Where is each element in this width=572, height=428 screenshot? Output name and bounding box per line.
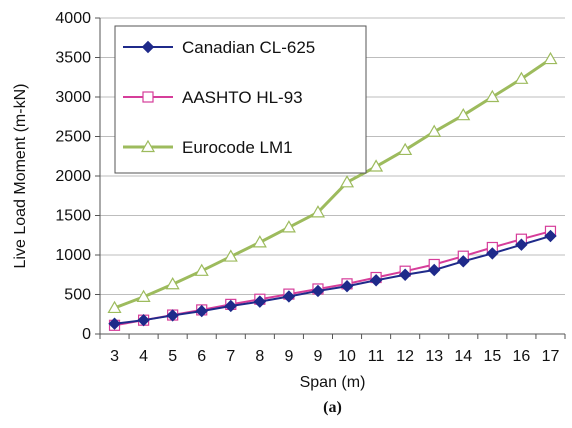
x-tick-label: 4 xyxy=(139,348,148,365)
y-axis-ticks: 0 500 1000 1500 2000 2500 3000 3500 4000 xyxy=(55,10,100,343)
data-point xyxy=(142,91,154,103)
y-tick-label: 4000 xyxy=(55,10,91,27)
x-tick-label: 8 xyxy=(255,348,264,365)
x-tick-label: 9 xyxy=(314,348,323,365)
data-point xyxy=(140,139,156,153)
legend-label: AASHTO HL-93 xyxy=(182,88,303,107)
data-point xyxy=(456,107,471,121)
data-point xyxy=(194,263,209,276)
x-tick-label: 16 xyxy=(513,348,531,365)
data-point xyxy=(166,309,179,322)
data-point xyxy=(486,247,499,260)
data-point xyxy=(136,289,151,302)
y-tick-label: 2500 xyxy=(55,129,91,146)
data-point xyxy=(398,268,412,281)
data-point xyxy=(282,290,296,303)
y-tick-label: 1500 xyxy=(55,208,91,225)
series-line xyxy=(114,230,551,327)
series-layer xyxy=(107,51,558,331)
data-point xyxy=(514,71,529,84)
data-point xyxy=(340,279,354,293)
figure-caption: (a) xyxy=(323,399,342,416)
y-axis-title: Live Load Moment (m-kN) xyxy=(12,84,29,269)
series-0 xyxy=(108,229,557,330)
data-point xyxy=(107,300,122,314)
y-tick-label: 500 xyxy=(64,287,91,304)
data-point xyxy=(398,142,413,156)
x-tick-label: 14 xyxy=(454,348,472,365)
legend-item: AASHTO HL-93 xyxy=(123,88,303,107)
series-2 xyxy=(107,51,558,314)
data-point xyxy=(457,255,470,268)
x-tick-label: 6 xyxy=(197,348,206,365)
data-point xyxy=(141,40,155,54)
data-point xyxy=(369,274,383,287)
data-point xyxy=(195,304,208,318)
y-tick-label: 0 xyxy=(82,326,91,343)
x-tick-label: 11 xyxy=(368,348,385,365)
legend-item: Eurocode LM1 xyxy=(123,138,293,157)
x-tick-label: 17 xyxy=(542,348,560,365)
series-line xyxy=(114,235,551,325)
x-tick-label: 5 xyxy=(168,348,177,365)
x-tick-label: 12 xyxy=(396,348,414,365)
data-point xyxy=(428,263,441,277)
data-point xyxy=(311,284,325,298)
x-tick-label: 15 xyxy=(483,348,501,365)
x-axis-title: Span (m) xyxy=(300,374,366,391)
data-point xyxy=(223,249,238,262)
x-tick-label: 13 xyxy=(425,348,443,365)
x-tick-label: 3 xyxy=(110,348,119,365)
data-point xyxy=(369,159,384,172)
data-point xyxy=(515,238,528,251)
series-line xyxy=(113,57,552,310)
legend-item: Canadian CL-625 xyxy=(123,38,315,57)
legend-label: Canadian CL-625 xyxy=(182,38,315,57)
x-tick-label: 10 xyxy=(338,348,356,365)
data-point xyxy=(137,313,150,327)
legend: Canadian CL-625 AASHTO HL-93 Eurocode LM1 xyxy=(114,25,367,174)
data-point xyxy=(310,205,326,218)
y-tick-label: 1000 xyxy=(55,247,91,264)
data-point xyxy=(108,317,121,330)
legend-label: Eurocode LM1 xyxy=(182,138,293,157)
data-point xyxy=(544,229,557,243)
data-point xyxy=(339,175,355,188)
data-point xyxy=(485,89,500,103)
data-point xyxy=(427,124,442,137)
y-tick-label: 3000 xyxy=(55,89,91,106)
data-point xyxy=(281,220,296,233)
x-tick-label: 9 xyxy=(284,348,293,365)
x-axis-ticks: 3 4 5 6 7 8 9 9 10 11 12 13 14 15 16 17 xyxy=(99,334,566,365)
y-tick-label: 3500 xyxy=(55,50,91,67)
data-point xyxy=(253,295,267,308)
data-point xyxy=(543,51,558,65)
data-point xyxy=(252,235,267,248)
x-tick-label: 7 xyxy=(226,348,235,365)
data-point xyxy=(224,299,237,313)
y-tick-label: 2000 xyxy=(55,168,91,185)
data-point xyxy=(165,277,180,290)
